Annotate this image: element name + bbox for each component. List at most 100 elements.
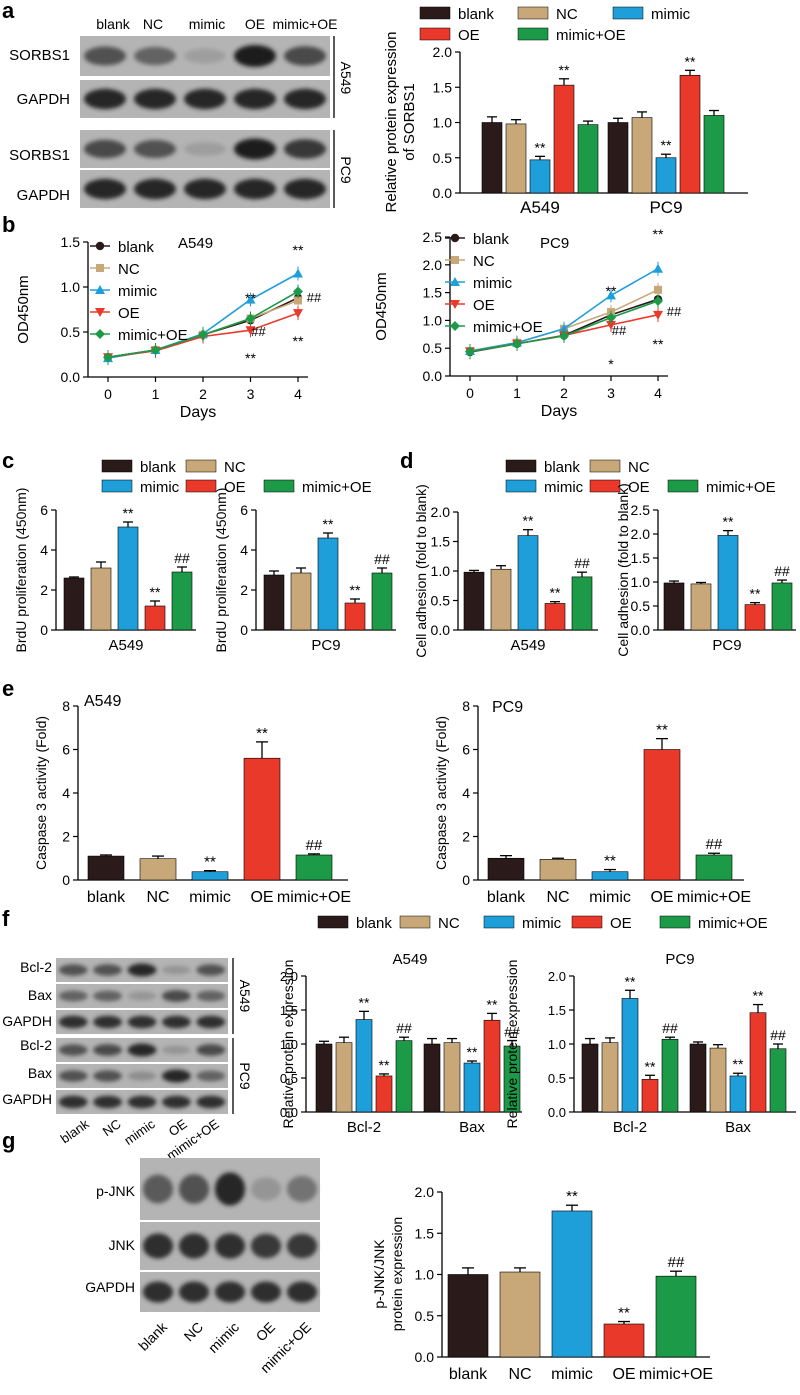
marker-mimic-OE xyxy=(103,352,113,363)
blot-band xyxy=(93,990,123,1002)
marker-mimic-OE xyxy=(653,295,663,306)
chart-title: PC9 xyxy=(665,951,694,968)
blot-band xyxy=(284,139,326,159)
blot-a549-gapdh xyxy=(80,80,330,118)
blot-band xyxy=(161,1015,191,1029)
x-tick-label: Bax xyxy=(725,1119,751,1136)
legend-swatch-OE xyxy=(185,479,217,493)
x-tick-label: OE xyxy=(612,1366,635,1383)
legend-label: mimic+OE xyxy=(556,27,626,44)
significance-label: ## xyxy=(612,323,627,338)
legend-swatch-mimic+OE xyxy=(263,479,295,493)
bar-blank-PC9 xyxy=(607,122,629,194)
legend-label: mimic xyxy=(473,275,513,292)
blot-band xyxy=(161,1045,191,1055)
blot-band xyxy=(84,178,126,200)
blot-lane-label: OE xyxy=(252,1319,278,1345)
blot-band xyxy=(234,88,276,110)
y-tick-label: 2.0 xyxy=(631,526,651,542)
y-tick-label: 2 xyxy=(462,829,470,845)
x-tick-label: mimic xyxy=(589,889,631,906)
marker-blank xyxy=(450,233,460,243)
y-tick-label: 0.5 xyxy=(280,1071,298,1086)
legend-label: blank xyxy=(118,239,154,256)
significance-label: ** xyxy=(293,242,304,258)
bar-blank xyxy=(487,857,525,881)
blot-band xyxy=(196,964,226,976)
blot-row-label: SORBS1 xyxy=(9,47,70,64)
legend-swatch-NC xyxy=(517,6,549,20)
y-tick-label: 1.5 xyxy=(548,1003,566,1018)
bar-NC-Bax xyxy=(443,1042,461,1113)
blot-band xyxy=(58,964,88,976)
x-tick-label: OE xyxy=(650,889,673,906)
blot-band xyxy=(214,1172,246,1206)
y-tick-label: 0.5 xyxy=(631,598,651,614)
bar-blank-Bax xyxy=(423,1043,441,1113)
bar-NC xyxy=(490,568,512,631)
legend-swatch-mimic+OE xyxy=(667,479,699,493)
marker-mimic-OE xyxy=(450,321,460,331)
bar-OE xyxy=(544,603,566,631)
x-tick-label: 0 xyxy=(466,385,474,401)
blot-band xyxy=(178,1174,210,1204)
chart-c1: 0 2 4 6 BrdU proliferation (450nm) ** ** ## A549 xyxy=(13,488,196,654)
blot-band xyxy=(184,88,226,110)
marker-OE xyxy=(606,320,616,330)
y-tick-label: 2 xyxy=(240,582,248,598)
marker-mimic xyxy=(559,323,569,333)
x-tick-label: 2 xyxy=(560,385,568,401)
bar-NC-Bcl-2 xyxy=(335,1042,353,1113)
x-tick-label: A549 xyxy=(520,198,560,217)
y-tick-label: 2 xyxy=(62,829,70,845)
significance-label: ** xyxy=(535,139,546,155)
bar-NC xyxy=(90,567,112,631)
y-tick-label: 2.0 xyxy=(431,504,451,520)
significance-label: ## xyxy=(662,1020,678,1036)
legend-swatch-blank xyxy=(419,6,451,20)
legend-swatch-NC xyxy=(185,459,217,473)
blot-band xyxy=(234,45,276,67)
blot-f-pc9-gapdh xyxy=(56,1090,228,1114)
bar-mimic-PC9 xyxy=(655,157,677,194)
legend-label: mimic+OE xyxy=(118,327,188,344)
y-tick-label: 0.0 xyxy=(280,1105,298,1120)
chart-b2: 0.0 0.5 1.0 1.5 2.0 2.5 0 1 2 3 4 Days OD450nm PC9 bla… xyxy=(373,226,682,420)
blot-f-pc9-bax xyxy=(56,1064,228,1088)
x-tick-label: NC xyxy=(546,889,569,906)
blot-row-label: GAPDH xyxy=(2,1091,52,1107)
legend-label: NC xyxy=(438,915,460,932)
y-axis-label-line: p-JNK/JNK xyxy=(371,1239,387,1309)
y-tick-label: 1.0 xyxy=(423,312,443,328)
blot-band xyxy=(214,1233,246,1259)
blot-band xyxy=(184,178,226,200)
chart-title: A549 xyxy=(84,693,121,710)
y-tick-label: 6 xyxy=(462,742,470,758)
significance-label: ** xyxy=(653,336,664,352)
legend-f: blank NC mimic OE mimic+OE xyxy=(317,915,768,932)
bar-mimic-Bax xyxy=(729,1075,747,1113)
blot-band xyxy=(161,1069,191,1083)
marker-mimic-OE xyxy=(465,346,475,357)
chart-e1: 0 2 4 6 8 Caspase 3 activity (Fold) blank NC ** m… xyxy=(33,693,351,906)
significance-label: ## xyxy=(667,304,682,319)
marker-NC xyxy=(451,256,459,264)
x-tick-label: 0 xyxy=(104,386,112,402)
legend-label: NC xyxy=(224,459,246,476)
bar-mimic xyxy=(517,535,539,631)
blot-band xyxy=(196,1015,226,1029)
blot-f-pc9-bcl2 xyxy=(56,1038,228,1062)
marker-OE xyxy=(95,308,105,317)
blot-g-jnk xyxy=(140,1222,320,1270)
bar-OE-Bcl-2 xyxy=(641,1079,659,1113)
y-tick-label: 4 xyxy=(240,542,248,558)
blot-band xyxy=(93,964,123,976)
significance-label: * xyxy=(608,356,614,372)
blot-band xyxy=(250,1177,282,1201)
blot-band xyxy=(134,47,176,65)
blot-band xyxy=(161,990,191,1002)
bar-blank xyxy=(663,582,685,631)
legend-swatch-mimic xyxy=(101,479,133,493)
marker-mimic-OE xyxy=(95,329,105,339)
